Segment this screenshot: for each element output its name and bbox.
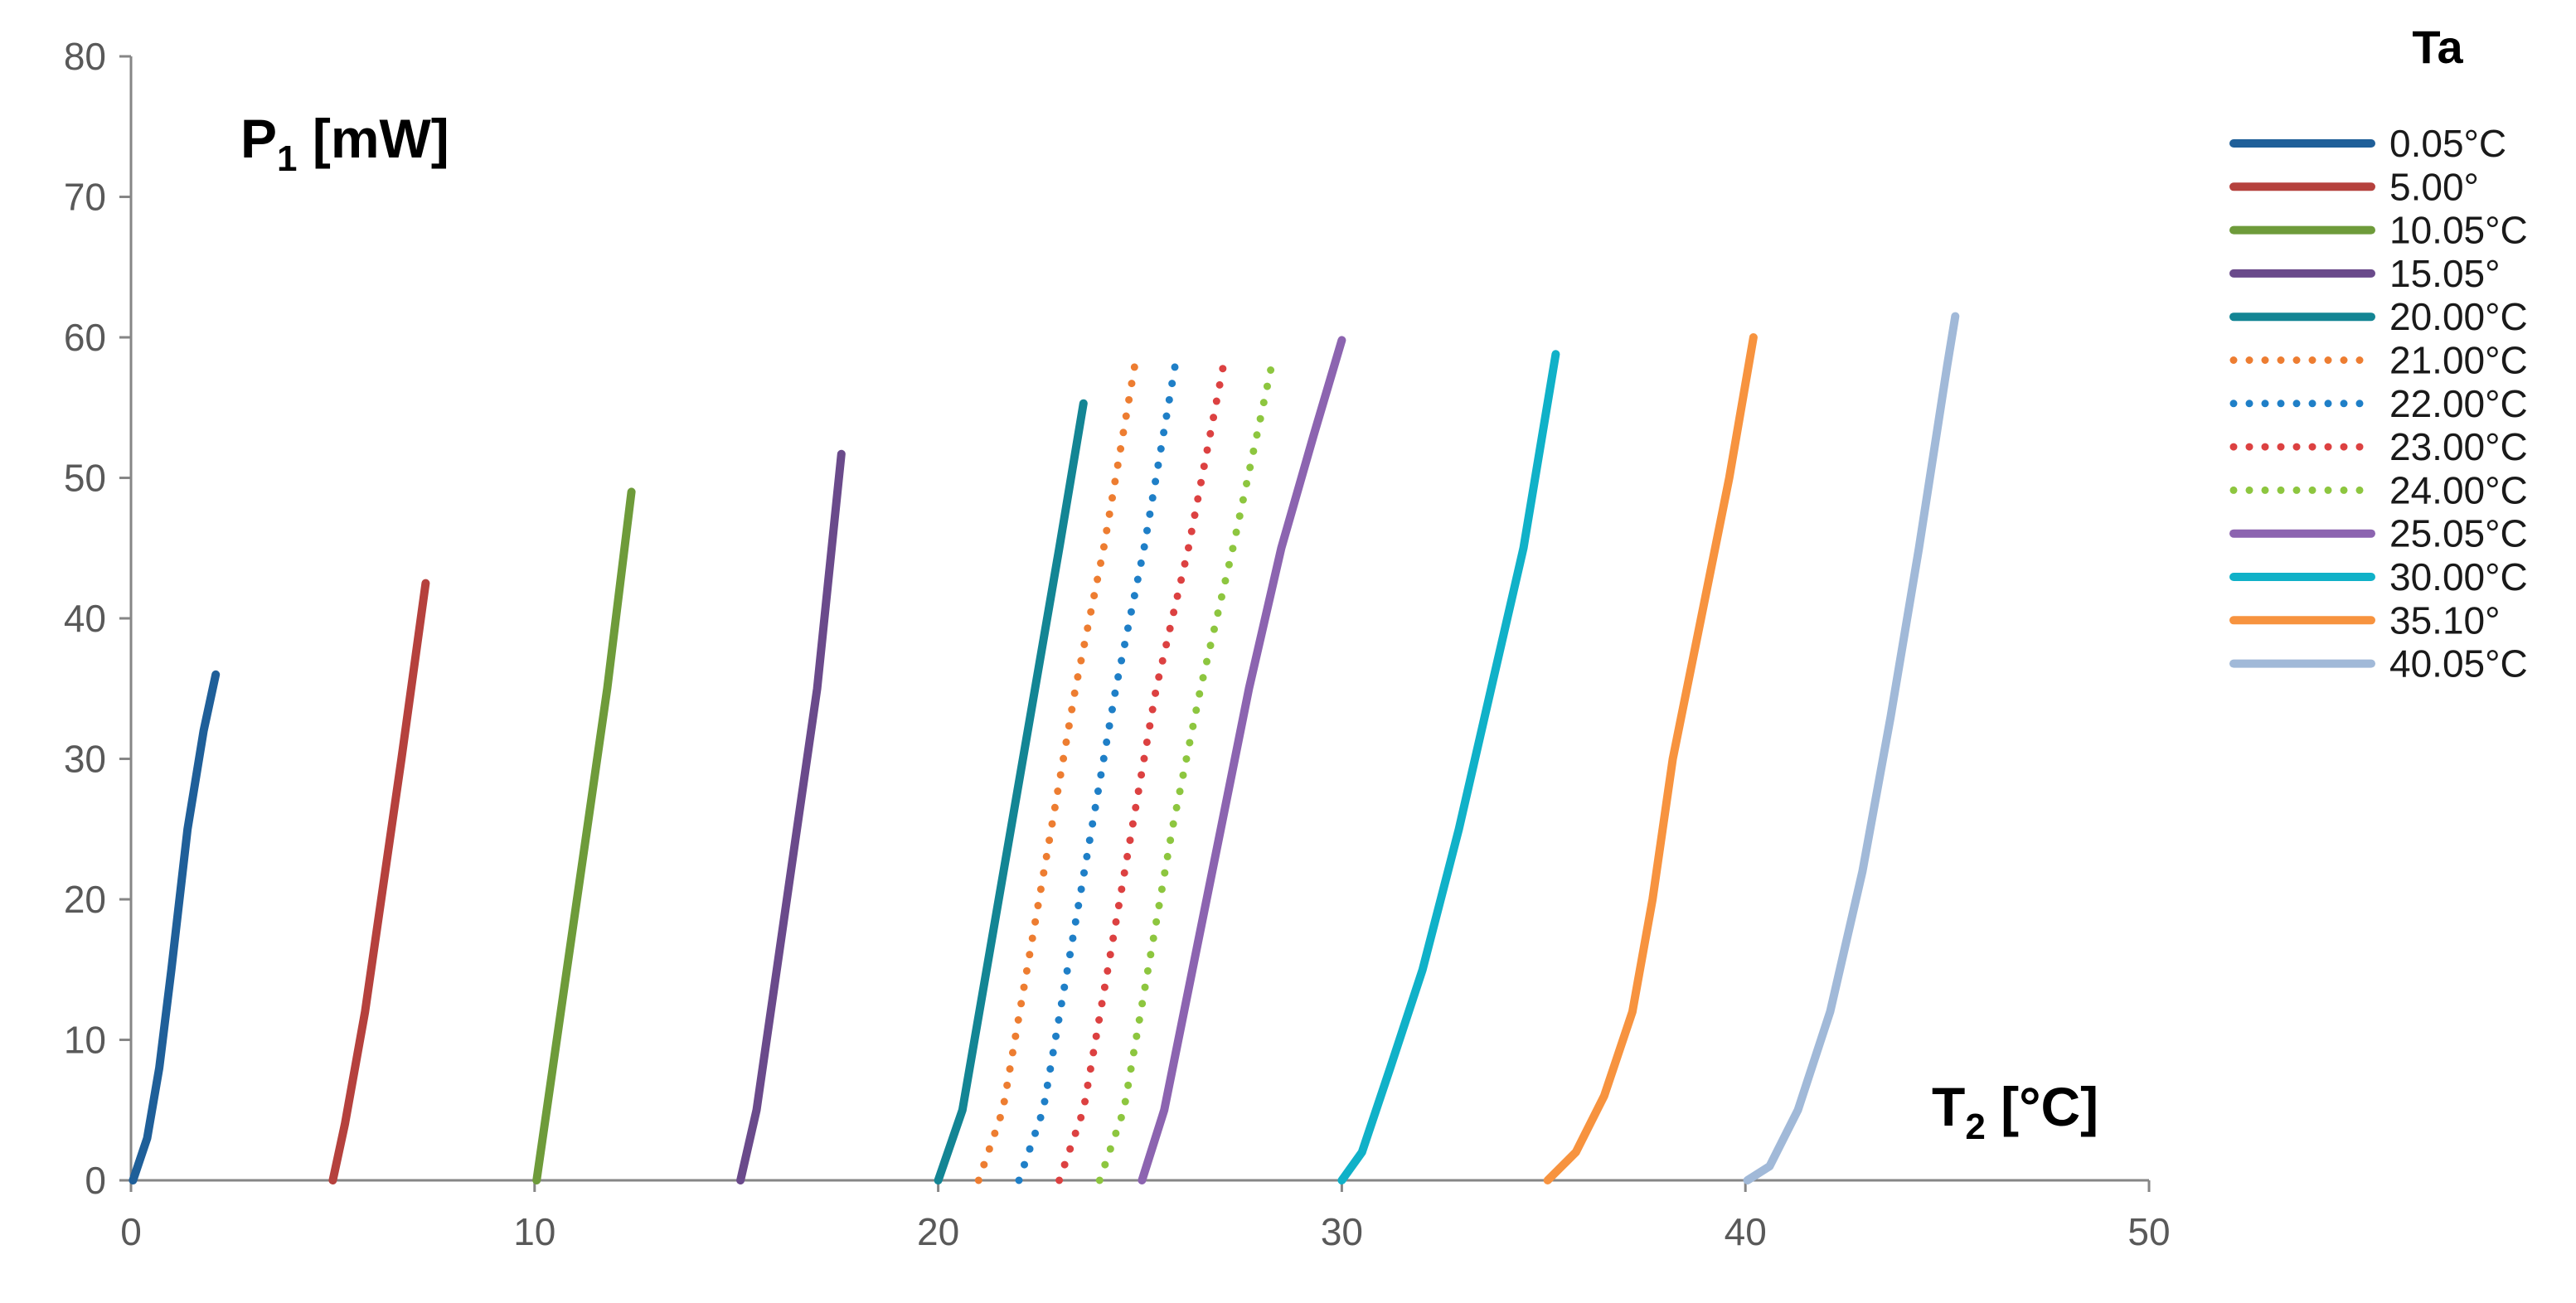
series-line	[1055, 354, 1229, 1184]
x-tick-label: 20	[917, 1210, 959, 1253]
legend-label: 10.05°C	[2389, 209, 2528, 252]
series-line	[1138, 336, 1346, 1184]
y-tick-label: 0	[85, 1159, 106, 1202]
legend-label: 22.00°C	[2389, 382, 2528, 425]
y-tick-label: 10	[64, 1019, 106, 1062]
series-line	[934, 399, 1088, 1184]
y-annotation-subscript: 1	[277, 138, 297, 179]
legend-label: 5.00°	[2389, 165, 2479, 208]
series-line	[1015, 354, 1181, 1184]
legend-items: 0.05°C5.00°10.05°C15.05°20.00°C21.00°C22…	[2229, 122, 2528, 685]
y-tick-label: 20	[64, 878, 106, 921]
legend-label: 40.05°C	[2389, 642, 2528, 685]
series-line	[1337, 350, 1560, 1184]
x-axis-annotation: T2 [°C]	[1932, 1076, 2098, 1147]
legend-label: 21.00°C	[2389, 339, 2528, 382]
series-line	[1543, 333, 1758, 1184]
legend-label: 20.00°C	[2389, 295, 2528, 338]
x-axis-ticks: 0 10 20 30 40 50	[120, 1180, 2171, 1253]
y-annotation-main: P	[240, 108, 277, 169]
legend-label: 25.05°C	[2389, 512, 2528, 555]
series-line	[129, 670, 221, 1184]
x-annotation-subscript: 2	[1965, 1107, 1985, 1147]
y-tick-label: 30	[64, 738, 106, 781]
x-tick-label: 30	[1321, 1210, 1363, 1253]
series-line	[328, 579, 430, 1184]
y-tick-label: 70	[64, 176, 106, 219]
x-tick-label: 40	[1725, 1210, 1767, 1253]
legend: Ta 0.05°C5.00°10.05°C15.05°20.00°C21.00°…	[2229, 21, 2528, 685]
series-layer	[129, 312, 1960, 1184]
x-tick-label: 0	[120, 1210, 142, 1253]
legend-label: 35.10°	[2389, 598, 2501, 642]
legend-label: 30.00°C	[2389, 555, 2528, 598]
legend-label: 23.00°C	[2389, 425, 2528, 468]
series-line	[974, 354, 1140, 1184]
x-tick-label: 10	[513, 1210, 555, 1253]
legend-label: 0.05°C	[2389, 122, 2506, 165]
series-line	[1095, 354, 1278, 1184]
y-tick-label: 80	[64, 35, 106, 78]
series-line	[532, 487, 636, 1184]
series-line	[1743, 312, 1960, 1184]
y-axis-annotation: P1 [mW]	[240, 108, 449, 179]
x-annotation-main: T	[1932, 1076, 1965, 1137]
x-tick-label: 50	[2127, 1210, 2170, 1253]
y-tick-label: 60	[64, 316, 106, 359]
legend-title: Ta	[2412, 21, 2463, 73]
series-line	[736, 449, 846, 1184]
y-tick-label: 50	[64, 457, 106, 500]
x-annotation-unit: [°C]	[1986, 1076, 2098, 1137]
y-tick-label: 40	[64, 597, 106, 640]
y-annotation-unit: [mW]	[298, 108, 449, 169]
y-axis-ticks: 0 10 20 30 40 50 60 70 80	[64, 35, 131, 1202]
legend-label: 15.05°	[2389, 252, 2501, 295]
legend-label: 24.00°C	[2389, 468, 2528, 511]
